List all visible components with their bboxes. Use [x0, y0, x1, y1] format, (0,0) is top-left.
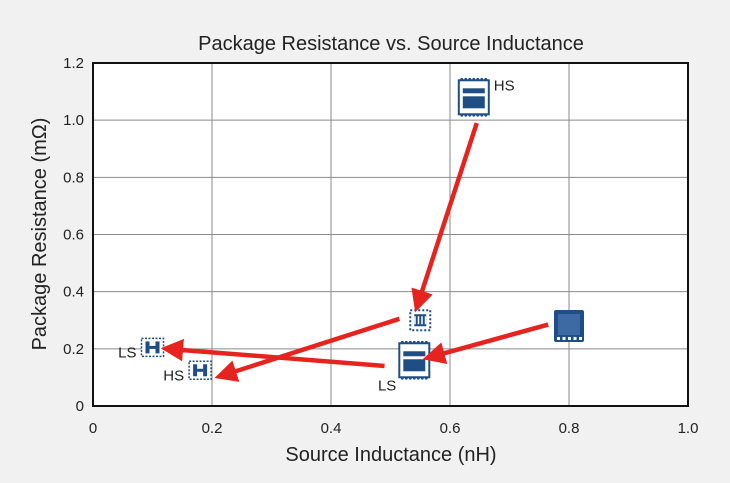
- data-point-label: HS: [163, 367, 184, 384]
- x-tick-label: 1.0: [678, 420, 699, 437]
- x-tick-label: 0.6: [440, 420, 461, 437]
- plot-frame: [92, 62, 689, 407]
- x-tick-label: 0.4: [321, 420, 342, 437]
- transition-arrow: [160, 338, 385, 369]
- transition-arrow: [422, 322, 549, 365]
- data-point-icon: [554, 309, 584, 342]
- y-tick-label: 0.6: [63, 227, 84, 244]
- data-point-label: LS: [378, 377, 396, 394]
- y-axis-label: Package Resistance (mΩ): [29, 118, 51, 351]
- data-point-icon: [398, 340, 431, 380]
- y-tick-label: 1.0: [63, 112, 84, 129]
- chart-title: Package Resistance vs. Source Inductance: [198, 33, 584, 55]
- data-point-icon: [188, 360, 212, 381]
- transition-arrow: [214, 316, 401, 382]
- data-point-label: LS: [118, 344, 136, 361]
- data-point-icon: [409, 309, 432, 332]
- x-tick-label: 0: [89, 420, 97, 437]
- y-tick-label: 0.4: [63, 284, 84, 301]
- data-point-icon: [140, 337, 165, 358]
- x-tick-label: 0.2: [202, 420, 223, 437]
- y-tick-label: 0.8: [63, 169, 84, 186]
- x-tick-label: 0.8: [559, 420, 580, 437]
- plot-area: 0 0.2 0.4 0.6 0.8 1.0 0 0.2 0.4 0.6 0.8 1.0 1.2 HS LS L…: [63, 55, 698, 437]
- y-tick-label: 0: [76, 398, 84, 415]
- x-axis-label: Source Inductance (nH): [285, 444, 496, 466]
- transition-arrow: [411, 122, 479, 313]
- data-point-icon: [457, 77, 490, 117]
- y-tick-label: 1.2: [63, 55, 84, 72]
- y-tick-label: 0.2: [63, 341, 84, 358]
- data-point-label: HS: [494, 77, 515, 94]
